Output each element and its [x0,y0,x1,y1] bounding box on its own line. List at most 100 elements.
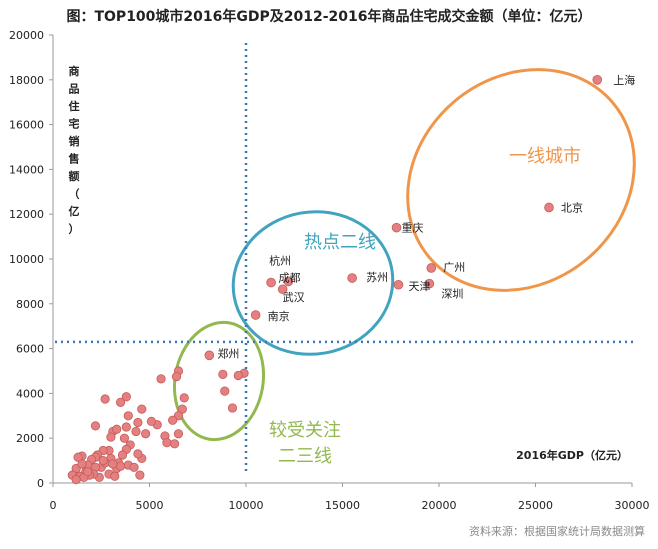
chart-text: 图：TOP100城市2016年GDP及2012-2016年商品住宅成交金额（单位… [9,8,650,538]
data-point-labeled [266,277,276,288]
point-label: 杭州 [269,254,291,268]
point-label: 重庆 [402,221,424,235]
y-axis-label-char: 宅 [69,117,80,131]
point-label: 广州 [443,261,465,274]
data-point-labeled [426,263,437,273]
data-point [100,394,110,404]
y-axis-label-char: 额 [69,169,80,183]
data-points [67,75,603,485]
y-tick-label: 10000 [9,253,44,266]
y-axis-label-char: 销 [69,134,80,148]
data-point [98,455,108,466]
y-axis-label-char: 亿 [69,204,80,218]
point-label: 北京 [561,200,583,214]
y-tick-label: 18000 [9,74,44,87]
data-point [90,421,101,431]
y-axis-label-char: 品 [69,83,80,96]
data-point-labeled [391,222,402,233]
data-point-labeled [347,273,357,283]
source-note: 资料来源：根据国家统计局数据测算 [469,524,645,538]
data-point [133,449,143,459]
group-label: 较受关注 [269,420,341,441]
x-axis-label: 2016年GDP（亿元） [516,448,628,462]
y-tick-label: 16000 [9,119,44,132]
point-label: 上海 [613,73,635,87]
x-tick-label: 30000 [615,499,650,512]
chart-title: 图：TOP100城市2016年GDP及2012-2016年商品住宅成交金额（单位… [66,8,591,25]
y-axis-label-char: 商 [69,64,80,78]
data-point [77,459,87,469]
group-annotations [172,68,636,442]
data-point [173,429,184,439]
y-axis-label-char: 住 [69,99,80,113]
x-tick-label: 20000 [422,499,457,512]
point-label: 郑州 [217,346,239,360]
point-label: 成都 [278,271,300,284]
y-tick-label: 0 [37,477,44,490]
data-point [218,369,228,379]
data-point [233,370,243,381]
point-label: 深圳 [441,288,463,301]
x-tick-label: 5000 [136,499,164,512]
data-point-labeled [393,279,404,290]
x-tick-label: 25000 [518,499,553,512]
data-point [115,461,126,471]
data-point [156,374,166,384]
data-point [108,459,118,469]
x-tick-label: 10000 [229,499,264,512]
y-tick-label: 6000 [16,343,44,356]
reference-lines [55,43,634,473]
y-tick-label: 12000 [9,208,44,221]
group-ellipse [231,210,395,356]
data-point [121,422,131,432]
y-tick-label: 8000 [16,298,44,311]
y-tick-label: 20000 [9,29,44,42]
group-label-line2: 二三线 [278,446,332,467]
data-point-labeled [544,202,554,213]
data-point [220,386,230,396]
data-point [131,426,141,437]
data-point [133,417,143,428]
data-point [71,475,81,485]
data-point [112,424,122,434]
data-point [177,404,187,414]
data-point [106,432,116,442]
data-point [110,471,120,481]
point-label: 天津 [408,280,430,293]
y-tick-label: 4000 [16,387,44,400]
x-tick-label: 15000 [325,499,360,512]
data-point [179,393,189,403]
data-point-labeled [283,276,294,287]
group-label: 热点二线 [304,232,376,253]
x-tick-label: 0 [50,499,57,512]
data-point [115,397,126,407]
data-point [169,439,180,449]
y-axis-label-char: ） [69,223,80,236]
data-point [137,404,147,414]
data-point-labeled [592,75,603,85]
data-point [83,467,93,477]
data-point-labeled [277,284,288,295]
group-ellipse [406,68,636,292]
data-point [141,429,151,439]
data-point [227,403,238,413]
y-axis-label-char: 售 [68,152,80,166]
data-point-labeled [250,310,261,320]
data-point-labeled [424,278,435,289]
point-label: 苏州 [366,271,388,284]
data-point [123,411,133,421]
data-point [73,452,83,462]
data-point [171,371,182,382]
data-point [146,416,157,426]
data-point [117,450,128,460]
data-point-labeled [204,350,215,361]
data-point [129,462,139,472]
data-point [121,392,131,402]
point-label: 武汉 [283,291,305,304]
data-point [168,415,178,425]
data-point [135,470,145,480]
data-point [162,438,172,448]
y-tick-label: 14000 [9,163,44,176]
